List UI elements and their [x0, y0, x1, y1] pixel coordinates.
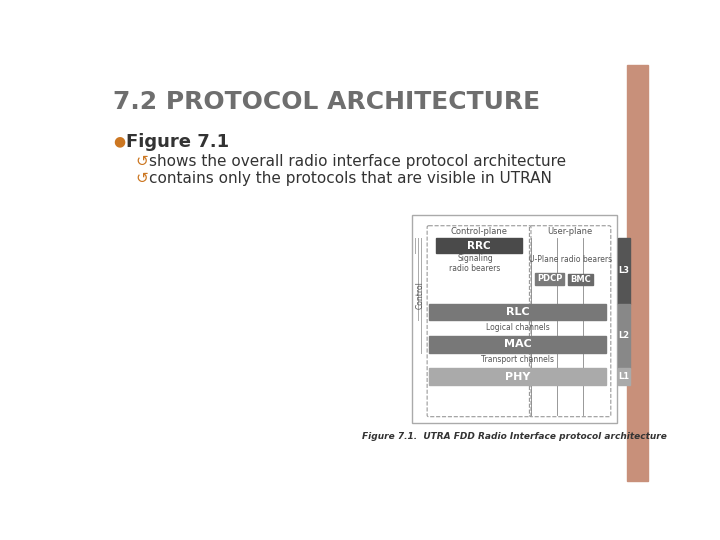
Bar	[627, 65, 648, 481]
Bar	[428, 336, 606, 353]
Text: Figure 7.1: Figure 7.1	[127, 133, 230, 151]
Text: Control-plane: Control-plane	[451, 227, 508, 237]
Text: ●: ●	[113, 135, 125, 149]
Text: ↺: ↺	[135, 153, 148, 168]
Text: Control: Control	[415, 281, 425, 309]
Text: ↺: ↺	[135, 171, 148, 186]
Text: contains only the protocols that are visible in UTRAN: contains only the protocols that are vis…	[149, 171, 552, 186]
Text: U-Plane radio bearers: U-Plane radio bearers	[528, 255, 612, 264]
Text: Signaling
radio bearers: Signaling radio bearers	[449, 254, 501, 273]
Text: MAC: MAC	[503, 339, 531, 349]
Bar	[618, 303, 630, 368]
Text: Figure 7.1.  UTRA FDD Radio Interface protocol architecture: Figure 7.1. UTRA FDD Radio Interface pro…	[362, 432, 667, 441]
Bar	[618, 368, 630, 385]
Bar	[568, 274, 593, 285]
Text: shows the overall radio interface protocol architecture: shows the overall radio interface protoc…	[149, 153, 566, 168]
Bar	[412, 215, 617, 423]
Bar	[428, 303, 606, 320]
Bar	[428, 368, 606, 385]
Bar	[436, 238, 522, 253]
Text: PHY: PHY	[505, 372, 530, 382]
Text: 7.2 PROTOCOL ARCHITECTURE: 7.2 PROTOCOL ARCHITECTURE	[113, 90, 541, 114]
Text: User-plane: User-plane	[547, 227, 593, 237]
Text: RLC: RLC	[505, 307, 529, 317]
Text: Logical channels: Logical channels	[485, 323, 549, 332]
Bar	[535, 273, 564, 285]
Text: L2: L2	[618, 332, 629, 340]
Text: L3: L3	[618, 266, 629, 275]
Text: BMC: BMC	[570, 275, 591, 284]
Text: Transport channels: Transport channels	[481, 355, 554, 364]
Text: PDCP: PDCP	[537, 274, 562, 284]
Text: L1: L1	[618, 372, 629, 381]
Text: RRC: RRC	[467, 241, 491, 251]
Bar	[618, 238, 630, 303]
